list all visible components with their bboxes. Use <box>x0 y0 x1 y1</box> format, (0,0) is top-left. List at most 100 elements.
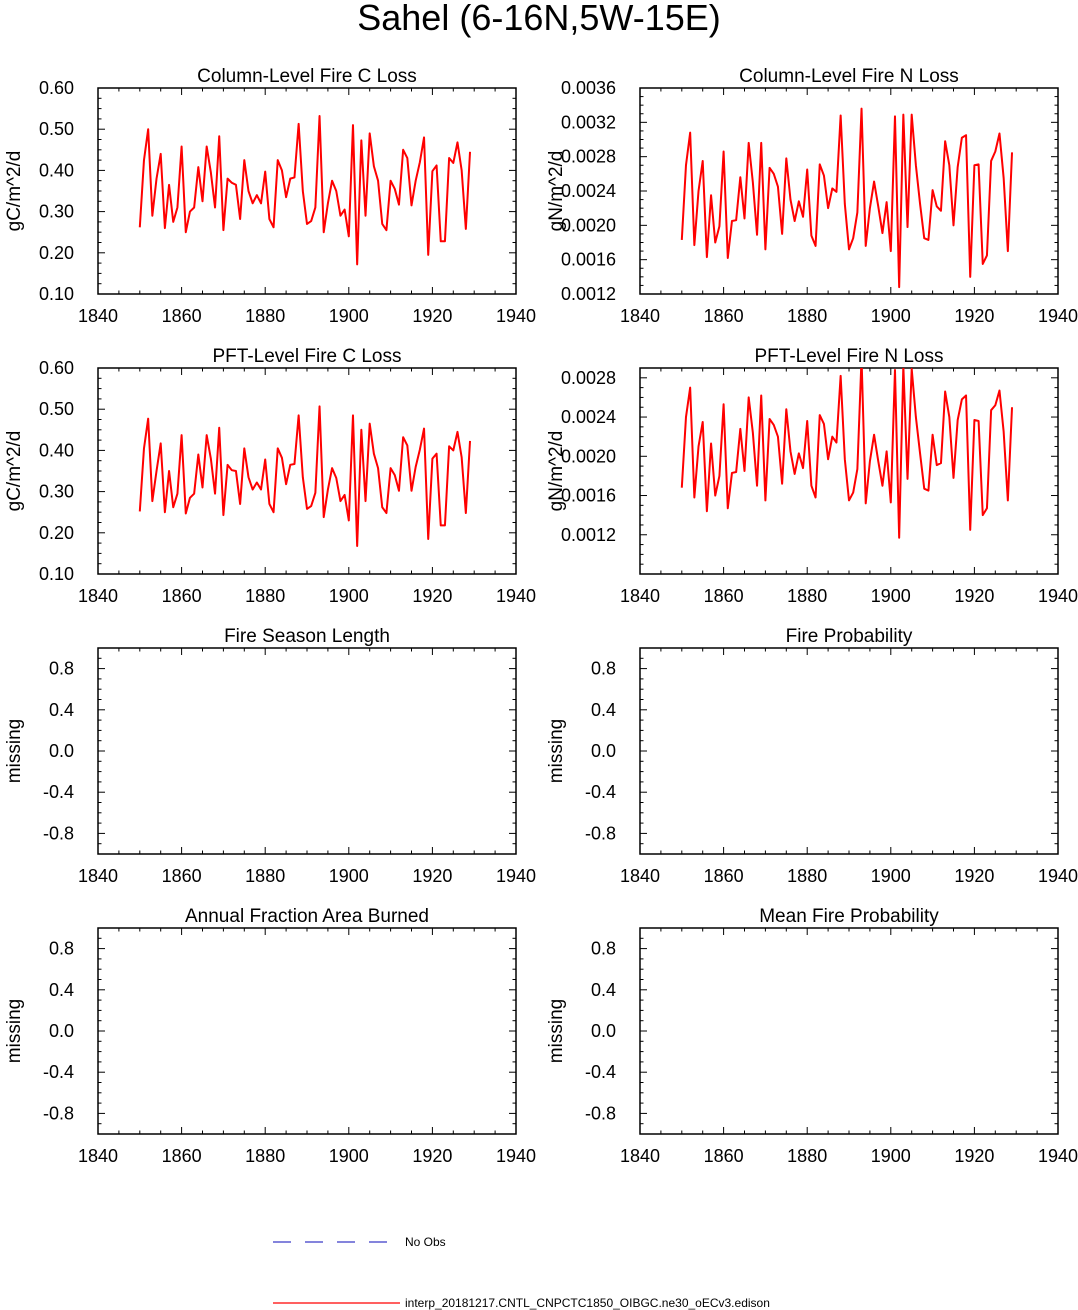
chart-3-ytick-label: 0.60 <box>39 358 74 378</box>
chart-4-xtick-label: 1860 <box>704 586 744 606</box>
chart-6-ytick-label: -0.4 <box>585 782 616 802</box>
chart-1-ytick-label: 0.20 <box>39 243 74 263</box>
chart-1-ytick-label: 0.30 <box>39 202 74 222</box>
chart-5-ytick-label: -0.4 <box>43 782 74 802</box>
chart-8-xtick-label: 1880 <box>787 1146 827 1166</box>
chart-8-xtick-label: 1840 <box>620 1146 660 1166</box>
chart-6-ylabel: missing <box>546 719 567 783</box>
chart-5-xtick-label: 1920 <box>412 866 452 886</box>
chart-6-ytick-label: 0.8 <box>591 659 616 679</box>
chart-2-ytick-label: 0.0032 <box>561 112 616 132</box>
legend-no-obs-label: No Obs <box>405 1235 446 1249</box>
chart-5-ytick-label: 0.8 <box>49 659 74 679</box>
chart-6-xtick-label: 1860 <box>704 866 744 886</box>
chart-8-ylabel: missing <box>546 999 567 1063</box>
chart-8: Mean Fire Probability missing 1840 1860 1880… <box>546 906 1078 1166</box>
chart-3-xtick-label: 1860 <box>162 586 202 606</box>
chart-8-xtick-label: 1900 <box>871 1146 911 1166</box>
chart-2-ytick-label: 0.0036 <box>561 78 616 98</box>
chart-4-series-line <box>680 368 1014 539</box>
chart-6-ytick-label: 0.4 <box>591 700 616 720</box>
chart-2-ytick-label: 0.0012 <box>561 284 616 304</box>
chart-1-xtick-label: 1920 <box>412 306 452 326</box>
chart-8-xtick-label: 1920 <box>954 1146 994 1166</box>
chart-3-frame <box>97 367 517 575</box>
chart-2-ytick-label: 0.0028 <box>561 147 616 167</box>
chart-8-ytick-label: 0.0 <box>591 1021 616 1041</box>
chart-8-frame <box>639 927 1059 1135</box>
chart-3-ytick-label: 0.20 <box>39 523 74 543</box>
chart-7-ytick-label: -0.4 <box>43 1062 74 1082</box>
chart-8-ytick-label: -0.8 <box>585 1103 616 1123</box>
chart-5-title: Fire Season Length <box>224 626 390 647</box>
chart-1-ytick-label: 0.10 <box>39 284 74 304</box>
chart-2-xtick-label: 1840 <box>620 306 660 326</box>
chart-5-xtick-label: 1840 <box>78 866 118 886</box>
chart-2-ylabel: gN/m^2/d <box>546 151 567 232</box>
panels: Column-Level Fire C Loss gC/m^2/d 1840 1860… <box>4 66 1078 1166</box>
chart-4-ytick-label: 0.0020 <box>561 446 616 466</box>
chart-7-frame <box>97 927 517 1135</box>
chart-5-ytick-label: 0.0 <box>49 741 74 761</box>
chart-1-xtick-label: 1860 <box>162 306 202 326</box>
chart-2-ytick-label: 0.0016 <box>561 250 616 270</box>
chart-7: Annual Fraction Area Burned missing 1840 18… <box>4 906 536 1166</box>
chart-6-xtick-label: 1880 <box>787 866 827 886</box>
chart-8-xtick-label: 1860 <box>704 1146 744 1166</box>
chart-4-ylabel: gN/m^2/d <box>546 431 567 512</box>
chart-7-xtick-label: 1940 <box>496 1146 536 1166</box>
chart-4-xtick-label: 1840 <box>620 586 660 606</box>
chart-2-xtick-label: 1880 <box>787 306 827 326</box>
chart-1-ytick-label: 0.50 <box>39 119 74 139</box>
chart-7-title: Annual Fraction Area Burned <box>185 906 429 927</box>
chart-2: Column-Level Fire N Loss gN/m^2/d 1840 1860… <box>546 66 1078 326</box>
chart-3-title: PFT-Level Fire C Loss <box>213 346 402 367</box>
chart-5-ylabel: missing <box>4 719 25 783</box>
chart-2-ytick-label: 0.0024 <box>561 181 616 201</box>
chart-7-xtick-label: 1900 <box>329 1146 369 1166</box>
chart-2-series-line <box>680 107 1014 289</box>
chart-2-xtick-label: 1920 <box>954 306 994 326</box>
chart-6-xtick-label: 1840 <box>620 866 660 886</box>
chart-4-xtick-label: 1880 <box>787 586 827 606</box>
chart-7-ylabel: missing <box>4 999 25 1063</box>
chart-3-ytick-label: 0.50 <box>39 399 74 419</box>
legend-model-label: interp_20181217.CNTL_CNPCTC1850_OIBGC.ne… <box>405 1296 770 1310</box>
chart-3-ytick-label: 0.10 <box>39 564 74 584</box>
chart-3-xtick-label: 1920 <box>412 586 452 606</box>
chart-2-xtick-label: 1940 <box>1038 306 1078 326</box>
chart-1-xtick-label: 1940 <box>496 306 536 326</box>
chart-4-ytick-label: 0.0012 <box>561 525 616 545</box>
chart-1-title: Column-Level Fire C Loss <box>197 66 417 87</box>
chart-1-ylabel: gC/m^2/d <box>4 151 25 232</box>
chart-5-frame <box>97 647 517 855</box>
chart-5-xtick-label: 1900 <box>329 866 369 886</box>
chart-3-xtick-label: 1840 <box>78 586 118 606</box>
chart-2-title: Column-Level Fire N Loss <box>739 66 959 87</box>
chart-3-ytick-label: 0.30 <box>39 482 74 502</box>
chart-4-xtick-label: 1920 <box>954 586 994 606</box>
chart-1-frame <box>97 87 517 295</box>
chart-5-xtick-label: 1880 <box>245 866 285 886</box>
chart-2-ytick-label: 0.0020 <box>561 215 616 235</box>
chart-3-ytick-label: 0.40 <box>39 440 74 460</box>
chart-8-ytick-label: 0.4 <box>591 980 616 1000</box>
chart-6-ytick-label: -0.8 <box>585 823 616 843</box>
chart-3-series-line <box>138 405 472 547</box>
legend: No Obs interp_20181217.CNTL_CNPCTC1850_O… <box>273 1235 770 1310</box>
chart-4-xtick-label: 1940 <box>1038 586 1078 606</box>
chart-7-xtick-label: 1920 <box>412 1146 452 1166</box>
chart-4: PFT-Level Fire N Loss gN/m^2/d 1840 1860 188… <box>546 346 1078 606</box>
chart-3-xtick-label: 1880 <box>245 586 285 606</box>
chart-2-frame <box>639 87 1059 295</box>
chart-5-ytick-label: -0.8 <box>43 823 74 843</box>
chart-8-ytick-label: -0.4 <box>585 1062 616 1082</box>
chart-7-xtick-label: 1860 <box>162 1146 202 1166</box>
chart-6-xtick-label: 1940 <box>1038 866 1078 886</box>
chart-8-ytick-label: 0.8 <box>591 939 616 959</box>
chart-4-ytick-label: 0.0028 <box>561 368 616 388</box>
chart-6-xtick-label: 1920 <box>954 866 994 886</box>
chart-8-xtick-label: 1940 <box>1038 1146 1078 1166</box>
chart-6: Fire Probability missing 1840 1860 1880 1900 1… <box>546 626 1078 886</box>
